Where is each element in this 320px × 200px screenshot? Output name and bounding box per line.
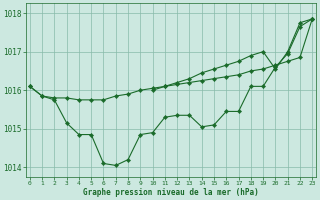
X-axis label: Graphe pression niveau de la mer (hPa): Graphe pression niveau de la mer (hPa) [83, 188, 259, 197]
